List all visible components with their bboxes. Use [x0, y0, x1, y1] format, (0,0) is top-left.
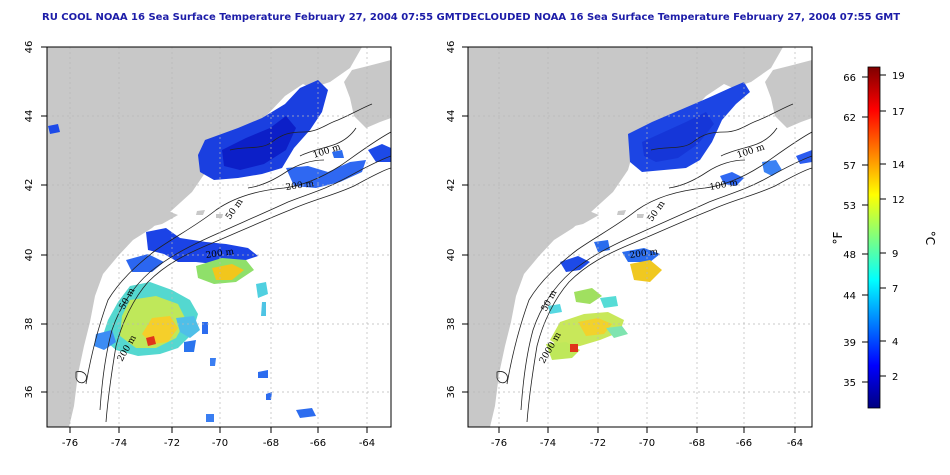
longitude-tick-label: -68 — [263, 438, 279, 449]
temperature-colorbar: 66 62 57 53 48 44 39 35 19 17 14 12 9 7 … — [831, 66, 937, 409]
latitude-tick-label: 38 — [24, 318, 35, 331]
lat-lon-grid — [47, 47, 391, 427]
axis-ticks — [41, 46, 368, 433]
land — [617, 210, 626, 215]
contour-label: 100 m — [709, 178, 739, 193]
latitude-tick-label: 38 — [446, 318, 457, 331]
land — [47, 47, 362, 427]
celsius-tick-label: 4 — [892, 337, 898, 348]
fahrenheit-tick-label: 53 — [843, 201, 856, 212]
latitude-tick-label: 40 — [24, 249, 35, 262]
contour-label: 200 m — [629, 247, 659, 261]
longitude-tick-label: -76 — [491, 438, 507, 449]
celsius-tick-label: 2 — [892, 372, 898, 383]
fahrenheit-unit-label: °F — [831, 231, 845, 244]
longitude-tick-label: -76 — [62, 438, 78, 449]
latitude-tick-label: 46 — [446, 41, 457, 54]
latitude-tick-label: 36 — [24, 386, 35, 399]
fahrenheit-tick-label: 39 — [843, 338, 856, 349]
celsius-unit-label: °C — [923, 231, 937, 245]
celsius-tick-label: 9 — [892, 249, 898, 260]
longitude-tick-label: -72 — [164, 438, 180, 449]
contour-label: 200 m — [205, 247, 235, 261]
latitude-tick-label: 42 — [24, 179, 35, 192]
fahrenheit-tick-label: 57 — [843, 161, 856, 172]
fahrenheit-tick-label: 66 — [843, 73, 856, 84]
longitude-tick-label: -68 — [689, 438, 705, 449]
fahrenheit-tick-label: 35 — [843, 378, 856, 389]
fahrenheit-tick-label: 48 — [843, 250, 856, 261]
latitude-tick-label: 40 — [446, 249, 457, 262]
land — [216, 214, 223, 218]
sst-patches — [546, 82, 812, 360]
land — [468, 47, 783, 427]
longitude-tick-label: -64 — [359, 438, 375, 449]
land — [765, 60, 812, 128]
longitude-tick-label: -74 — [111, 438, 127, 449]
latitude-tick-label: 44 — [24, 110, 35, 123]
longitude-tick-label: -72 — [590, 438, 606, 449]
celsius-tick-label: 12 — [892, 195, 905, 206]
longitude-tick-label: -70 — [212, 438, 228, 449]
longitude-tick-label: -64 — [787, 438, 803, 449]
fahrenheit-tick-label: 62 — [843, 113, 856, 124]
land — [344, 60, 391, 128]
bathymetry-contours — [75, 103, 391, 423]
longitude-tick-label: -74 — [540, 438, 556, 449]
land — [637, 214, 644, 218]
land — [196, 210, 205, 215]
right-map-title: DECLOUDED NOAA 16 Sea Surface Temperatur… — [462, 12, 901, 23]
lat-lon-grid — [468, 47, 812, 427]
bathymetry-contours — [496, 103, 812, 423]
celsius-tick-label: 17 — [892, 107, 905, 118]
latitude-tick-label: 42 — [446, 179, 457, 192]
latitude-tick-label: 44 — [446, 110, 457, 123]
left-map-title: RU COOL NOAA 16 Sea Surface Temperature … — [42, 12, 462, 23]
latitude-tick-label: 46 — [24, 41, 35, 54]
longitude-tick-label: -66 — [736, 438, 752, 449]
land — [563, 211, 599, 228]
fahrenheit-tick-label: 44 — [843, 291, 856, 302]
latitude-tick-label: 36 — [446, 386, 457, 399]
longitude-tick-label: -70 — [639, 438, 655, 449]
left-sst-map: 100 m 200 m 50 m 200 m 50 m 200 m -76 -7… — [24, 41, 392, 449]
land — [142, 211, 178, 228]
longitude-tick-label: -66 — [310, 438, 326, 449]
celsius-tick-label: 7 — [892, 284, 898, 295]
celsius-tick-label: 14 — [892, 160, 905, 171]
celsius-tick-label: 19 — [892, 71, 905, 82]
right-sst-map: 100 m 100 m 50 m 200 m 50 m 2000 m -76 -… — [446, 41, 813, 449]
contour-label: 200 m — [285, 179, 315, 193]
axis-ticks — [462, 46, 796, 433]
